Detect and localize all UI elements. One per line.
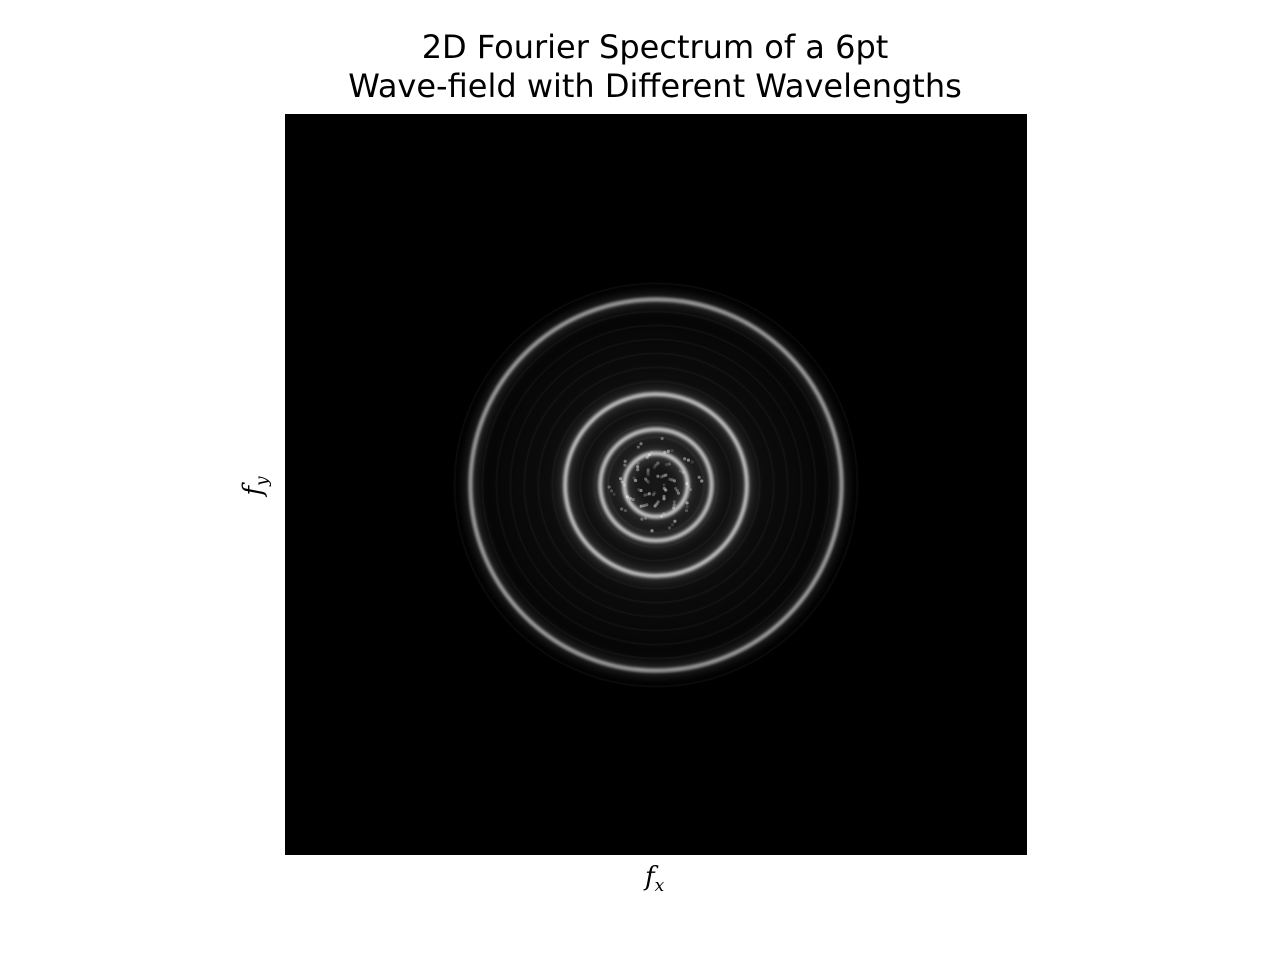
spectrum-core-speckle <box>686 458 691 462</box>
spectrum-core-speckle <box>651 493 656 497</box>
spectrum-core-speckle <box>673 519 677 523</box>
spectrum-core-speckle <box>664 463 669 467</box>
spectrum-core-speckle <box>636 468 640 472</box>
spectrum-core-speckle <box>646 470 650 474</box>
spectrum-core-speckle <box>672 479 677 483</box>
spectrum-core-speckle <box>650 529 654 533</box>
spectrum-core-speckle <box>684 509 689 513</box>
y-axis-label-base: f <box>238 485 269 496</box>
plot-area <box>285 114 1027 855</box>
spectrum-core-speckle <box>646 480 651 484</box>
spectrum-core-speckle <box>607 485 611 489</box>
spectrum-core-speckle <box>632 476 636 480</box>
spectrum-core-speckle <box>676 491 681 495</box>
spectrum-core-speckle <box>670 449 674 453</box>
spectrum-core-speckle <box>662 483 666 487</box>
spectrum-core-speckle <box>683 457 687 461</box>
spectrum-core-speckle <box>623 459 627 463</box>
spectrum-core-speckle <box>645 479 649 483</box>
ring-outer <box>469 298 843 672</box>
spectrum-core-speckle <box>609 489 614 493</box>
spectrum-core-speckle <box>620 507 624 511</box>
spectrum-core-speckle <box>660 475 664 479</box>
spectrum-core-speckle <box>623 509 628 513</box>
spectrum-core-speckle <box>670 523 675 527</box>
spectrum-core-speckle <box>640 517 644 521</box>
spectrum-core-speckle <box>662 494 666 499</box>
spectrum-core-speckle <box>653 504 657 508</box>
spectrum-core-speckle <box>662 497 666 501</box>
spectrum-core-speckle <box>664 473 668 477</box>
spectrum-core-speckle <box>674 486 678 491</box>
spectrum-haze <box>470 299 842 671</box>
x-axis-label-base: f <box>645 862 655 892</box>
spectrum-core-speckle <box>664 488 668 492</box>
spectrum-core-speckle <box>670 478 674 482</box>
ring-inner <box>598 427 714 543</box>
spectrum-core-speckle <box>645 503 649 507</box>
spectrum-core-speckle <box>675 489 679 493</box>
x-axis-label-subscript: x <box>654 876 665 896</box>
spectrum-core-speckle <box>637 488 641 492</box>
spectrum-core-speckle <box>667 462 671 466</box>
spectrum-core-speckle <box>653 491 657 495</box>
spectrum-core-speckle <box>667 526 672 530</box>
spectrum-core-speckle <box>639 504 643 508</box>
chart-title-line-1: 2D Fourier Spectrum of a 6pt <box>421 28 889 66</box>
spectrum-core-speckle <box>656 474 660 478</box>
spectrum-core-speckle <box>623 463 627 467</box>
spectrum-core-speckle <box>654 463 658 467</box>
spectrum-core-speckle <box>646 468 650 472</box>
spectrum-core-speckle <box>642 504 646 508</box>
x-axis-label: fx <box>645 864 664 895</box>
spectrum-core-speckle <box>700 479 704 483</box>
spectrum-image <box>286 115 1026 854</box>
spectrum-core-speckle <box>644 477 648 481</box>
spectrum-core-speckle <box>636 465 640 469</box>
spectrum-core-speckle <box>697 475 701 479</box>
ring-middle <box>563 392 749 578</box>
spectrum-core-speckle <box>647 492 651 496</box>
spectrum-core-speckle <box>639 488 643 493</box>
spectrum-core-speckle <box>690 460 694 464</box>
spectrum-core-speckle <box>645 492 649 497</box>
spectrum-core-speckle <box>668 477 672 481</box>
spectrum-core-speckle <box>662 486 666 491</box>
spectrum-core-speckle <box>656 500 660 504</box>
spectrum-core-speckle <box>612 492 616 496</box>
spectrum-core-speckle <box>662 474 666 478</box>
chart-title-line-2: Wave-field with Different Wavelengths <box>348 67 962 105</box>
spectrum-core-speckle <box>685 505 689 509</box>
spectrum-core-speckle <box>643 493 647 497</box>
spectrum-core-speckle <box>672 500 676 504</box>
ring-innermost <box>622 451 690 519</box>
spectrum-core-speckle <box>656 461 660 465</box>
spectrum-core-speckle <box>633 478 638 483</box>
spectrum-core-speckle <box>660 436 664 441</box>
spectrum-core-speckle <box>652 465 657 469</box>
spectrum-core-speckle <box>655 502 659 506</box>
spectrum-core-speckle <box>636 445 640 449</box>
y-axis-label-subscript: y <box>252 476 273 486</box>
spectrum-core-speckle <box>639 442 643 446</box>
y-axis-label: fy <box>238 476 273 496</box>
spectrum-core-speckle <box>646 473 650 477</box>
